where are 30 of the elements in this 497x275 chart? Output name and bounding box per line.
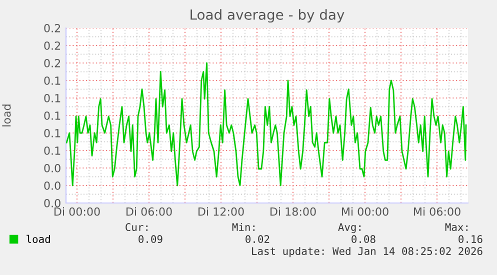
x-tick-label: Mi 00:00 [342,207,388,216]
chart-title: Load average - by day [190,9,344,23]
text: 0.09 [138,235,162,244]
text: Max: [445,223,468,232]
text: Avg: [338,223,360,234]
x-tick-label: Mi 06:00 [414,207,460,216]
y-tick-label: 0.1 [44,76,60,85]
text: Last update: Wed Jan 14 08:25:02 2026 [252,246,482,258]
text: Min: [232,222,254,231]
y-tick-label: 0.1 [44,146,60,155]
x-tick-label: Di 18:00 [270,207,316,216]
text: 0.02 [246,235,270,244]
y-tick-label: 0.2 [44,58,60,68]
text: 0.08 [352,235,376,244]
y-tick-label: 0.1 [44,111,60,120]
y-tick-label: 0.0 [44,164,60,172]
y-axis-title: load [2,104,11,126]
text: Cur: [126,223,148,232]
y-tick-label: 0.1 [44,128,60,138]
x-tick-label: Di 12:00 [198,207,244,216]
y-tick-label: 0.1 [44,94,60,102]
line-series [66,62,467,186]
y-tick-label: 0.0 [44,181,60,190]
y-tick-label: 0.0 [44,198,60,208]
y-tick-label: 0.2 [44,24,60,32]
text: 0.16 [458,235,482,244]
legend-label: load [26,234,50,244]
y-tick-label: 0.2 [44,41,60,50]
x-tick-label: Di 06:00 [126,207,172,216]
x-tick-label: Di 00:00 [54,207,100,216]
